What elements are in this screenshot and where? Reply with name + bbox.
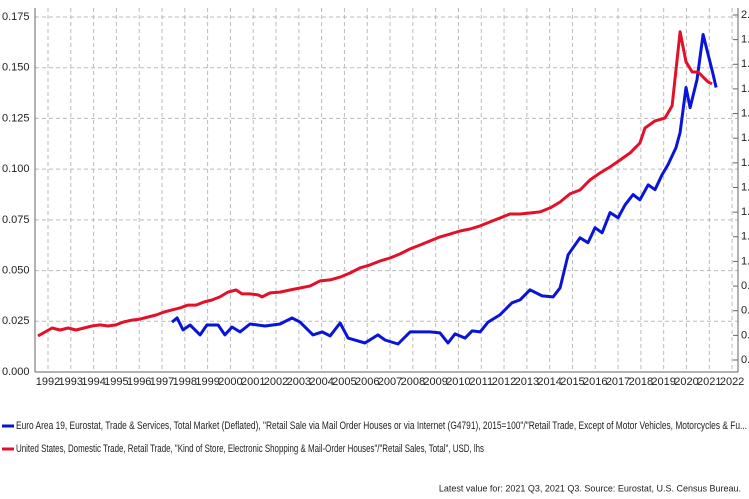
- x-tick-label: 1992: [36, 376, 60, 388]
- series-line: [37, 30, 713, 338]
- y2-tick-label: 0.7: [741, 329, 749, 341]
- x-tick-label: 2011: [469, 376, 493, 388]
- y2-tick-label: 1.8: [741, 58, 749, 70]
- x-tick-label: 2008: [401, 376, 425, 388]
- series-line: [171, 33, 718, 346]
- legend-label: United States, Domestic Trade, Retail Tr…: [16, 443, 484, 455]
- x-tick-label: 1996: [127, 376, 151, 388]
- y-tick-label: 0.050: [2, 264, 30, 276]
- x-tick-label: 2012: [492, 376, 516, 388]
- x-tick-label: 2014: [537, 376, 561, 388]
- x-tick-label: 2010: [446, 376, 470, 388]
- source-note: Latest value for: 2021 Q3, 2021 Q3. Sour…: [439, 483, 741, 493]
- y2-tick-label: 0.9: [741, 280, 749, 292]
- y2-tick-label: 1.9: [741, 34, 749, 46]
- x-tick-label: 2003: [287, 376, 311, 388]
- x-tick-label: 2018: [629, 376, 653, 388]
- x-tick-label: 2000: [218, 376, 242, 388]
- x-tick-label: 2022: [720, 376, 744, 388]
- x-tick-label: 2021: [697, 376, 721, 388]
- y2-tick-label: 1.2: [741, 206, 749, 218]
- x-tick-label: 2015: [560, 376, 584, 388]
- x-tick-label: 2004: [309, 376, 333, 388]
- x-tick-label: 1993: [59, 376, 83, 388]
- x-tick-label: 1997: [150, 376, 174, 388]
- y-tick-label: 0.175: [2, 11, 30, 23]
- x-tick-label: 2007: [378, 376, 402, 388]
- y-tick-label: 0.075: [2, 214, 30, 226]
- x-tick-label: 1998: [173, 376, 197, 388]
- x-tick-label: 1999: [195, 376, 219, 388]
- y2-tick-label: 1.6: [741, 107, 749, 119]
- y2-tick-label: 2.0: [741, 9, 749, 21]
- y2-tick-label: 1.3: [741, 181, 749, 193]
- y2-tick-label: 1.0: [741, 255, 749, 267]
- y-tick-label: 0.000: [2, 366, 30, 378]
- y2-tick-label: 1.5: [741, 132, 749, 144]
- x-tick-label: 2001: [241, 376, 265, 388]
- legend-label: Euro Area 19, Eurostat, Trade & Services…: [16, 420, 747, 432]
- y2-tick-label: 1.7: [741, 83, 749, 95]
- x-tick-label: 2016: [583, 376, 607, 388]
- y2-tick-label: 1.1: [741, 231, 749, 243]
- x-tick-label: 2017: [606, 376, 630, 388]
- x-tick-label: 1995: [104, 376, 128, 388]
- y2-tick-label: 1.4: [741, 157, 749, 169]
- y-tick-label: 0.125: [2, 112, 30, 124]
- y-tick-label: 0.100: [2, 163, 30, 175]
- y-tick-label: 0.150: [2, 62, 30, 74]
- x-tick-label: 2020: [674, 376, 698, 388]
- x-tick-label: 2005: [332, 376, 356, 388]
- y2-tick-label: 0.6: [741, 354, 749, 366]
- x-tick-label: 2002: [264, 376, 288, 388]
- y2-tick-label: 0.8: [741, 305, 749, 317]
- x-tick-label: 1994: [81, 376, 105, 388]
- x-tick-label: 2013: [515, 376, 539, 388]
- x-tick-label: 2019: [651, 376, 675, 388]
- x-tick-label: 2009: [423, 376, 447, 388]
- x-tick-label: 2006: [355, 376, 379, 388]
- y-tick-label: 0.025: [2, 315, 30, 327]
